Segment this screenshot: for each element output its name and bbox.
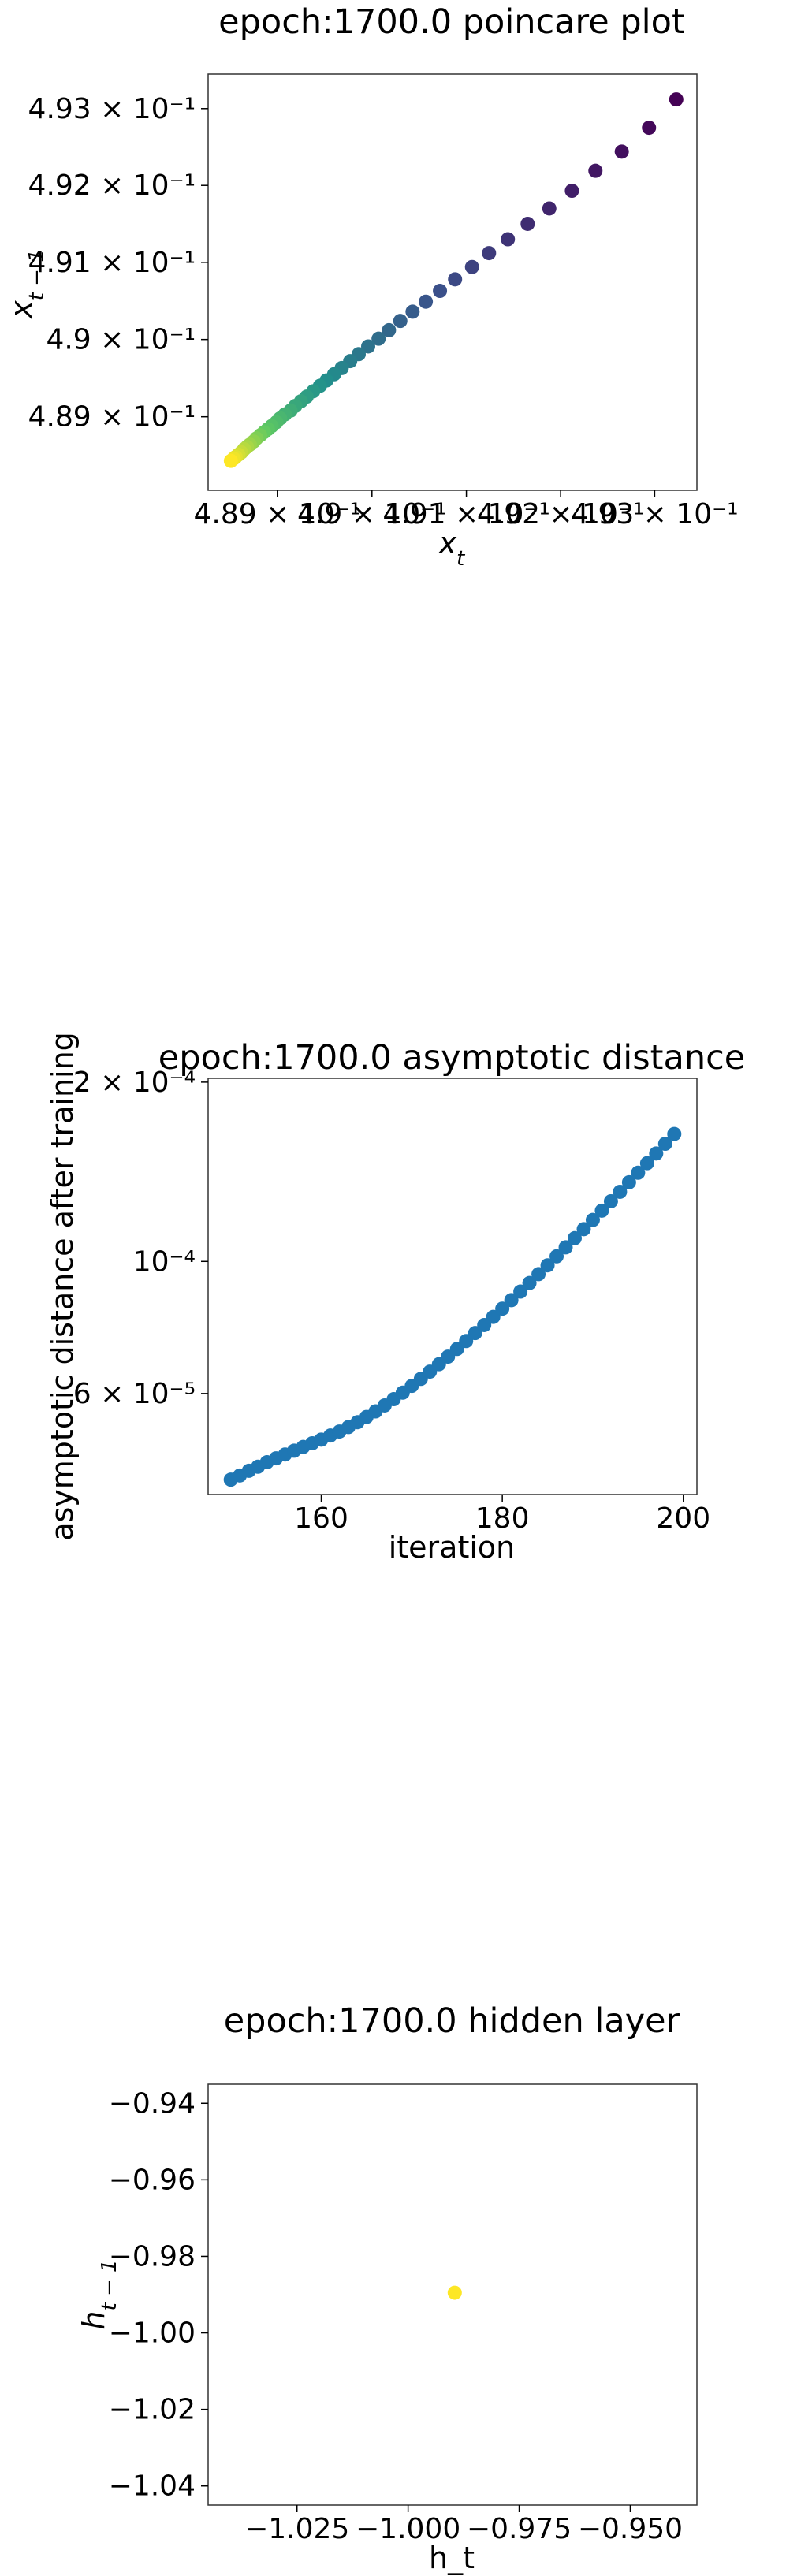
plot-area-frame	[207, 2083, 698, 2506]
x-tick-label: −0.975	[467, 2513, 572, 2545]
data-point	[419, 294, 434, 309]
y-tick-label: −0.98	[109, 2240, 196, 2273]
data-point	[613, 1184, 628, 1199]
x-axis-label: iteration	[389, 1530, 516, 1565]
data-point	[588, 163, 603, 178]
y-tick-label: 10⁻⁴	[133, 1245, 196, 1278]
plot-area-frame	[207, 73, 698, 491]
x-tick-label: −0.950	[578, 2513, 683, 2545]
data-point	[585, 1212, 600, 1227]
data-point	[405, 304, 420, 319]
y-tick-label: 4.91 × 10⁻¹	[28, 247, 196, 279]
x-tick-label: 160	[294, 1502, 348, 1535]
data-point	[649, 1146, 664, 1161]
chart-title: epoch:1700.0 poincare plot	[218, 2, 685, 42]
y-tick-label: −0.94	[109, 2087, 196, 2120]
data-point	[603, 1193, 618, 1208]
data-point	[522, 1275, 537, 1290]
data-point	[669, 92, 684, 107]
chart-title: epoch:1700.0 asymptotic distance	[158, 1038, 745, 1078]
data-point	[448, 272, 463, 287]
data-point	[657, 1137, 672, 1152]
hidden-layer-chart: epoch:1700.0 hidden layer −1.025 −1.000 −0…	[76, 2002, 698, 2575]
data-point	[614, 144, 629, 159]
data-point	[223, 453, 238, 468]
y-tick-label: −1.02	[109, 2394, 196, 2426]
y-tick-label: −1.04	[109, 2470, 196, 2503]
scatter-points	[223, 92, 684, 468]
x-tick-label: 4.93 × 10⁻¹	[571, 498, 738, 530]
data-point	[464, 259, 479, 274]
x-tick-label: −1.025	[244, 2513, 349, 2545]
y-axis-label: xt − 1	[4, 249, 49, 319]
plot-area-frame	[207, 1078, 698, 1495]
y-axis-ticks: 6 × 10⁻⁵ 10⁻⁴ 2 × 10⁻⁴	[73, 1067, 208, 1410]
data-point	[486, 1309, 501, 1324]
x-tick-label: 200	[656, 1502, 710, 1535]
data-point	[477, 1317, 492, 1332]
asymptotic-distance-chart: epoch:1700.0 asymptotic distance 160 180 2…	[45, 1032, 745, 1565]
data-point	[447, 2285, 462, 2300]
data-point	[482, 246, 497, 261]
data-point	[501, 232, 516, 247]
y-axis-label: asymptotic distance after training	[45, 1032, 80, 1541]
data-point	[594, 1203, 609, 1218]
data-point	[621, 1174, 636, 1189]
data-point	[393, 314, 408, 329]
data-point	[639, 1156, 654, 1171]
x-tick-label: 4.89 × 10⁻¹	[194, 498, 361, 530]
y-tick-label: −0.96	[109, 2164, 196, 2196]
x-tick-label: 180	[475, 1502, 530, 1535]
x-axis-ticks: 4.89 × 10⁻¹4.9 × 10⁻¹4.91 × 10⁻¹4.92 × 1…	[194, 490, 739, 530]
data-point	[642, 121, 657, 136]
data-point	[433, 284, 448, 299]
x-axis-label: xt	[438, 526, 466, 571]
data-point	[542, 201, 557, 216]
data-point	[504, 1293, 519, 1308]
data-point	[549, 1249, 564, 1264]
data-point	[468, 1326, 482, 1341]
x-tick-label: −1.000	[356, 2513, 460, 2545]
data-point	[513, 1284, 528, 1299]
y-tick-label: 4.92 × 10⁻¹	[28, 169, 196, 202]
y-tick-label: 4.9 × 10⁻¹	[46, 324, 196, 356]
data-point	[568, 1230, 582, 1245]
data-point	[495, 1301, 510, 1316]
y-tick-label: −1.00	[109, 2317, 196, 2350]
y-axis-ticks: −0.94 −0.96 −0.98 −1.00 −1.02 −1.04	[109, 2087, 208, 2503]
data-point	[520, 216, 535, 231]
data-point	[558, 1240, 573, 1255]
data-point	[576, 1222, 591, 1237]
y-tick-label: 2 × 10⁻⁴	[73, 1067, 196, 1099]
data-point	[631, 1165, 646, 1180]
data-point	[540, 1258, 555, 1273]
scatter-points	[447, 2285, 462, 2300]
y-tick-label: 6 × 10⁻⁵	[73, 1378, 196, 1410]
data-point	[564, 184, 579, 199]
data-point	[667, 1126, 682, 1141]
x-axis-ticks: 160 180 200	[294, 1495, 710, 1535]
data-point	[360, 339, 375, 354]
data-point	[531, 1267, 546, 1282]
data-point	[382, 322, 397, 337]
chart-title: epoch:1700.0 hidden layer	[224, 2002, 680, 2041]
x-axis-label: h_t	[429, 2541, 475, 2575]
x-tick-label: 4.9 × 10⁻¹	[297, 498, 447, 530]
x-axis-ticks: −1.025 −1.000 −0.975 −0.950	[244, 2505, 683, 2545]
poincare-plot-chart: epoch:1700.0 poincare plot 4.89 × 10⁻¹4.…	[4, 2, 739, 571]
y-tick-label: 4.93 × 10⁻¹	[28, 93, 196, 125]
data-point	[371, 331, 386, 346]
y-axis-ticks: 4.89 × 10⁻¹ 4.9 × 10⁻¹ 4.91 × 10⁻¹ 4.92 × 1…	[28, 93, 208, 434]
x-tick-label: 4.91 × 10⁻¹	[382, 498, 549, 530]
x-tick-label: 4.92 × 10⁻¹	[477, 498, 644, 530]
scatter-points	[223, 1126, 682, 1487]
y-tick-label: 4.89 × 10⁻¹	[28, 401, 196, 434]
